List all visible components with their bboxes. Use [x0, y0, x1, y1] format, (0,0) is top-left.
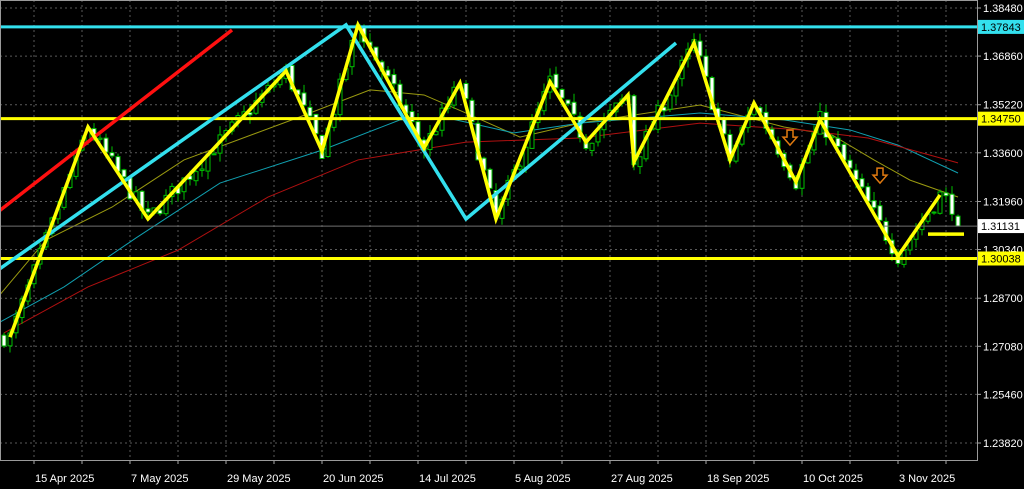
- channel-trendlines[interactable]: [0, 22, 678, 271]
- candle-bearish: [571, 101, 577, 115]
- candle-bullish: [637, 156, 643, 168]
- x-tick-label: 18 Sep 2025: [707, 473, 769, 485]
- y-tick-label: 1.38480: [983, 3, 1023, 15]
- candle-bullish: [97, 137, 103, 140]
- candle-bearish: [877, 205, 883, 221]
- candle-bearish: [145, 208, 151, 213]
- y-tick-label: 1.23820: [983, 438, 1023, 450]
- x-tick-label: 7 May 2025: [131, 473, 188, 485]
- candle-bullish: [937, 191, 943, 214]
- zigzag-line[interactable]: [8, 20, 942, 338]
- y-tick-label: 1.28700: [983, 293, 1023, 305]
- candle-bearish: [211, 153, 217, 156]
- x-tick-label: 3 Nov 2025: [899, 473, 955, 485]
- candle-bearish: [859, 178, 865, 188]
- current-price-label: 1.31131: [981, 221, 1020, 233]
- y-tick-label: 1.31960: [983, 196, 1023, 208]
- red-trendline[interactable]: [0, 28, 234, 213]
- candle-bullish: [931, 211, 937, 214]
- plot-frame: [0, 0, 978, 461]
- level-price-label: 1.34750: [981, 114, 1021, 126]
- candle-bearish: [301, 92, 307, 106]
- candle-bullish: [193, 171, 199, 182]
- level-price-box: [978, 111, 1024, 126]
- y-tick-label: 1.33600: [983, 148, 1023, 160]
- grid: [0, 0, 977, 460]
- x-tick-label: 27 Aug 2025: [611, 473, 673, 485]
- x-tick-label: 15 Apr 2025: [35, 473, 94, 485]
- current-price-box: [978, 219, 1024, 234]
- candle-bearish: [871, 200, 877, 209]
- candle-bearish: [553, 73, 559, 89]
- drawn-objects[interactable]: [0, 20, 977, 338]
- candle-bearish: [121, 169, 127, 178]
- candle-bearish: [385, 69, 391, 77]
- y-tick-label: 1.36860: [983, 51, 1023, 63]
- candle-bearish: [109, 152, 115, 157]
- y-tick-label: 1.27080: [983, 341, 1023, 353]
- candle-bullish: [667, 94, 673, 110]
- y-tick-label: 1.25460: [983, 389, 1023, 401]
- candle-bearish: [1, 334, 7, 347]
- candle-bearish: [391, 74, 397, 85]
- x-tick-label: 14 Jul 2025: [419, 473, 476, 485]
- level-price-box: [978, 251, 1024, 266]
- x-tick-label: 20 Jun 2025: [323, 473, 384, 485]
- moving-average-line: [0, 89, 959, 296]
- moving-average-line: [0, 112, 959, 323]
- x-tick-label: 5 Aug 2025: [515, 473, 571, 485]
- candle-bullish: [163, 194, 169, 215]
- candle-bearish: [835, 137, 841, 147]
- candle-bearish: [487, 168, 493, 189]
- x-tick-label: 10 Oct 2025: [803, 473, 863, 485]
- x-tick-label: 29 May 2025: [227, 473, 291, 485]
- candle-bearish: [949, 193, 955, 215]
- y-tick-label: 1.35220: [983, 100, 1023, 112]
- level-price-label: 1.37843: [981, 22, 1021, 34]
- candle-bearish: [307, 106, 313, 117]
- level-price-label: 1.30038: [981, 254, 1021, 266]
- candle-bearish: [409, 111, 415, 123]
- candle-bearish: [955, 215, 961, 227]
- down-arrow-icon: [781, 129, 799, 147]
- candle-bearish: [943, 192, 949, 197]
- candle-bearish: [559, 88, 565, 99]
- candle-bullish: [517, 165, 523, 170]
- down-arrow-icon: [871, 167, 889, 185]
- candle-bearish: [847, 159, 853, 169]
- candle-bullish: [589, 142, 595, 152]
- candle-bearish: [565, 99, 571, 105]
- level-price-box: [978, 19, 1024, 34]
- candle-bullish: [199, 168, 205, 171]
- candle-bearish: [157, 209, 163, 215]
- candle-bearish: [697, 40, 703, 57]
- candle-bearish: [463, 83, 469, 100]
